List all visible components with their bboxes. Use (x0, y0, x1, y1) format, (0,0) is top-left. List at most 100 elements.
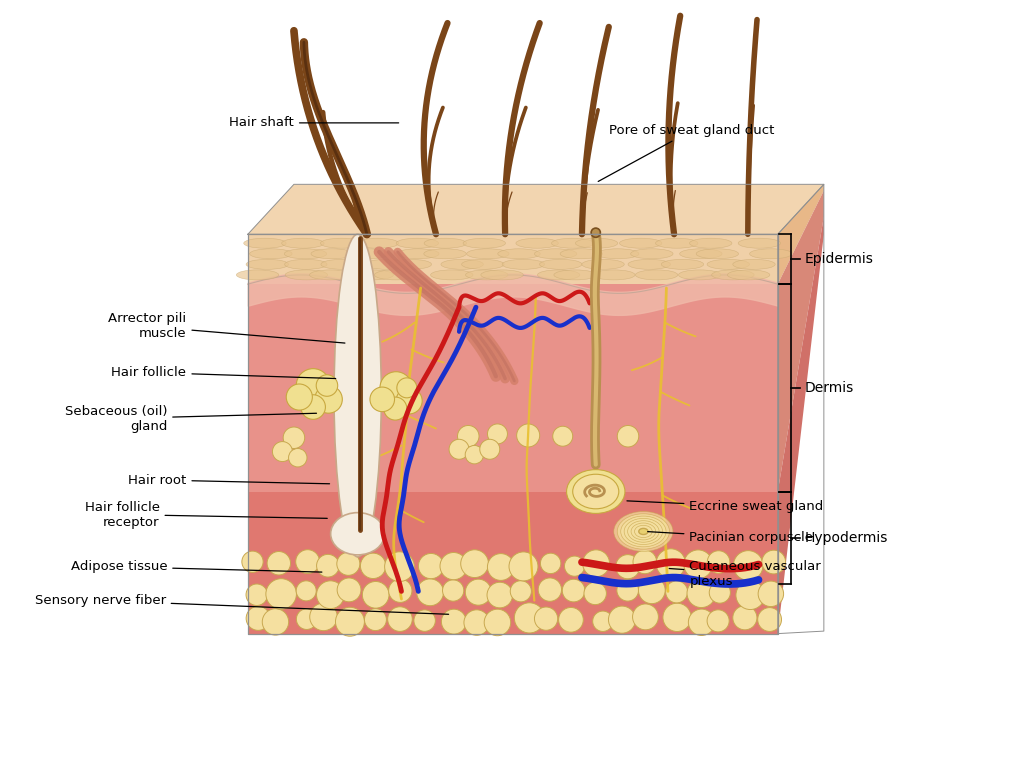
Circle shape (553, 426, 572, 446)
Circle shape (396, 388, 422, 414)
Ellipse shape (244, 238, 286, 248)
Ellipse shape (552, 238, 594, 248)
Circle shape (736, 581, 765, 610)
Ellipse shape (366, 260, 408, 270)
Ellipse shape (321, 260, 364, 270)
Ellipse shape (628, 521, 659, 542)
Ellipse shape (575, 238, 617, 248)
Circle shape (289, 449, 307, 467)
Ellipse shape (389, 260, 431, 270)
Polygon shape (778, 190, 824, 492)
Ellipse shape (582, 260, 625, 270)
Ellipse shape (540, 260, 582, 270)
Ellipse shape (628, 260, 671, 270)
Ellipse shape (334, 234, 381, 557)
Ellipse shape (680, 249, 722, 259)
Circle shape (458, 425, 479, 447)
Ellipse shape (356, 238, 398, 248)
Circle shape (242, 551, 263, 572)
Ellipse shape (631, 523, 655, 540)
Ellipse shape (321, 238, 362, 248)
Circle shape (663, 603, 691, 631)
Circle shape (591, 228, 600, 237)
Circle shape (584, 582, 606, 604)
Circle shape (385, 551, 415, 581)
Circle shape (314, 386, 342, 413)
Circle shape (484, 609, 511, 636)
Ellipse shape (498, 249, 541, 259)
Ellipse shape (733, 260, 775, 270)
Ellipse shape (572, 475, 618, 508)
Circle shape (246, 584, 267, 605)
Circle shape (246, 607, 270, 631)
Circle shape (583, 550, 609, 577)
Polygon shape (778, 184, 824, 284)
Circle shape (414, 610, 435, 631)
Ellipse shape (689, 238, 732, 248)
Ellipse shape (424, 249, 466, 259)
Circle shape (517, 424, 540, 447)
Circle shape (365, 609, 386, 631)
Ellipse shape (662, 260, 703, 270)
Circle shape (337, 578, 361, 602)
Circle shape (262, 609, 289, 635)
Circle shape (337, 552, 359, 575)
Ellipse shape (593, 270, 635, 280)
Ellipse shape (639, 528, 648, 535)
Ellipse shape (655, 238, 698, 248)
Circle shape (360, 553, 386, 578)
Ellipse shape (466, 270, 508, 280)
Ellipse shape (554, 270, 596, 280)
Ellipse shape (396, 249, 439, 259)
Ellipse shape (424, 238, 467, 248)
Circle shape (758, 581, 783, 607)
Ellipse shape (396, 238, 438, 248)
Circle shape (615, 554, 640, 579)
Circle shape (633, 550, 656, 574)
Circle shape (389, 579, 412, 602)
Text: Pacinian corpuscle: Pacinian corpuscle (648, 531, 813, 544)
Ellipse shape (679, 270, 721, 280)
Ellipse shape (696, 249, 738, 259)
Ellipse shape (282, 238, 324, 248)
Ellipse shape (566, 470, 625, 514)
Circle shape (487, 424, 508, 444)
Circle shape (539, 578, 561, 601)
Text: Cutaneous vascular
plexus: Cutaneous vascular plexus (669, 561, 821, 588)
Circle shape (708, 551, 730, 574)
Ellipse shape (708, 260, 750, 270)
Circle shape (617, 425, 639, 447)
Circle shape (267, 551, 291, 575)
Ellipse shape (620, 238, 662, 248)
Ellipse shape (617, 514, 670, 549)
Circle shape (633, 604, 658, 630)
Circle shape (608, 606, 636, 633)
Circle shape (480, 439, 500, 459)
Circle shape (441, 609, 466, 634)
Ellipse shape (560, 249, 602, 259)
Polygon shape (248, 492, 778, 634)
Circle shape (336, 607, 365, 636)
Circle shape (417, 579, 443, 606)
Circle shape (465, 579, 492, 605)
Ellipse shape (462, 260, 504, 270)
Circle shape (370, 387, 394, 412)
Circle shape (509, 552, 538, 581)
Text: Hypodermis: Hypodermis (805, 531, 888, 545)
Circle shape (593, 611, 613, 631)
Ellipse shape (285, 260, 327, 270)
Polygon shape (778, 217, 824, 634)
Text: Arrector pili
muscle: Arrector pili muscle (109, 313, 345, 343)
Ellipse shape (351, 270, 393, 280)
Ellipse shape (621, 516, 666, 547)
Text: Hair follicle
receptor: Hair follicle receptor (85, 501, 328, 528)
Circle shape (733, 606, 757, 630)
Ellipse shape (712, 270, 754, 280)
Ellipse shape (311, 249, 353, 259)
Circle shape (461, 550, 488, 578)
Circle shape (684, 550, 713, 578)
Ellipse shape (250, 249, 292, 259)
Circle shape (762, 550, 785, 574)
Text: Sensory nerve fiber: Sensory nerve fiber (35, 594, 449, 614)
Circle shape (535, 607, 558, 631)
